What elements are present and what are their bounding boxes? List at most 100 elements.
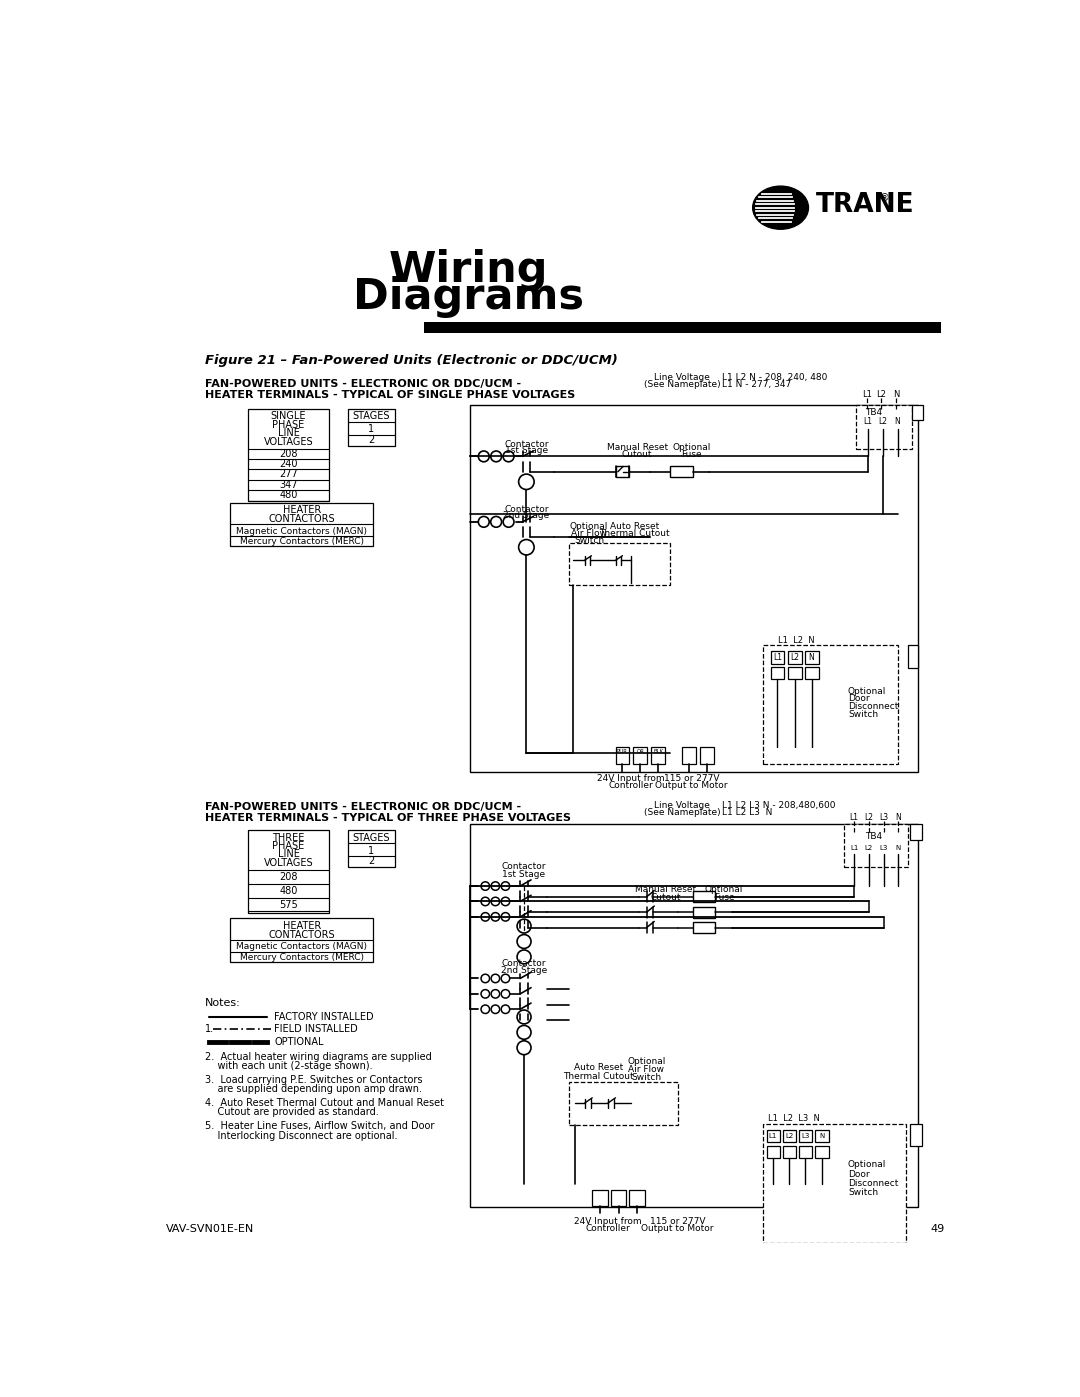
Text: HEATER: HEATER xyxy=(283,506,321,515)
Bar xyxy=(762,645,899,764)
Bar xyxy=(799,1130,812,1143)
Text: 240: 240 xyxy=(280,460,298,469)
Text: FAN-POWERED UNITS - ELECTRONIC OR DDC/UCM -: FAN-POWERED UNITS - ELECTRONIC OR DDC/UC… xyxy=(205,379,521,388)
Bar xyxy=(230,918,373,963)
Text: Figure 21 – Fan-Powered Units (Electronic or DDC/UCM): Figure 21 – Fan-Powered Units (Electroni… xyxy=(205,355,618,367)
Text: Line Voltage: Line Voltage xyxy=(654,373,710,381)
Text: 24V Input from: 24V Input from xyxy=(573,1217,642,1225)
Text: ®: ® xyxy=(880,193,890,203)
Text: Thermal Cutout: Thermal Cutout xyxy=(563,1071,634,1081)
Text: Contactor: Contactor xyxy=(504,506,549,514)
Bar xyxy=(910,1125,921,1146)
Text: N: N xyxy=(809,652,814,662)
Bar xyxy=(855,405,912,450)
Bar xyxy=(569,542,670,585)
Bar xyxy=(683,746,697,764)
Text: L2: L2 xyxy=(785,1133,793,1140)
Text: VOLTAGES: VOLTAGES xyxy=(264,437,313,447)
Text: 347: 347 xyxy=(280,481,298,490)
Text: 1.: 1. xyxy=(205,1024,214,1034)
Bar xyxy=(348,830,394,866)
Text: Output to Motor: Output to Motor xyxy=(642,1224,714,1234)
Text: TB4: TB4 xyxy=(865,833,882,841)
Text: 24V Input from: 24V Input from xyxy=(597,774,665,782)
Text: Switch: Switch xyxy=(575,536,604,545)
Circle shape xyxy=(478,517,489,527)
Bar xyxy=(892,841,905,854)
Bar xyxy=(693,907,715,918)
Text: CONTACTORS: CONTACTORS xyxy=(268,929,335,940)
Text: Disconnect: Disconnect xyxy=(848,703,899,711)
Bar xyxy=(248,830,328,914)
Circle shape xyxy=(490,451,501,462)
Text: Optional: Optional xyxy=(570,522,608,531)
Bar xyxy=(848,841,861,854)
Text: L1 L2 N - 208, 240, 480: L1 L2 N - 208, 240, 480 xyxy=(723,373,828,381)
Circle shape xyxy=(503,451,514,462)
Text: Mercury Contactors (MERC): Mercury Contactors (MERC) xyxy=(240,538,364,546)
Text: 1: 1 xyxy=(368,425,375,434)
Text: N: N xyxy=(895,813,901,821)
Bar xyxy=(230,503,373,546)
Text: Cutout: Cutout xyxy=(650,893,681,902)
Text: VAV-SVN01E-EN: VAV-SVN01E-EN xyxy=(166,1224,254,1234)
Text: LINE: LINE xyxy=(278,849,299,859)
Text: Switch: Switch xyxy=(848,1187,878,1197)
Circle shape xyxy=(501,912,510,921)
Text: 1st Stage: 1st Stage xyxy=(504,446,548,455)
Bar xyxy=(845,824,908,866)
Text: STAGES: STAGES xyxy=(353,833,390,842)
Bar xyxy=(693,922,715,933)
Text: Controller: Controller xyxy=(585,1224,630,1234)
Text: L1: L1 xyxy=(864,418,873,426)
Circle shape xyxy=(481,989,489,997)
Bar xyxy=(815,1130,828,1143)
Text: Switch: Switch xyxy=(848,710,878,719)
Text: Diagrams: Diagrams xyxy=(353,277,584,319)
Text: (See Nameplate): (See Nameplate) xyxy=(644,380,720,390)
Text: Thermal Cutout: Thermal Cutout xyxy=(599,529,671,538)
Bar xyxy=(348,409,394,446)
Text: Disconnect: Disconnect xyxy=(848,1179,899,1187)
Bar xyxy=(693,891,715,902)
Circle shape xyxy=(501,897,510,905)
Bar xyxy=(787,651,801,664)
Text: Mercury Contactors (MERC): Mercury Contactors (MERC) xyxy=(240,953,364,963)
Bar xyxy=(805,666,819,679)
Circle shape xyxy=(491,912,500,921)
Text: Cutout are provided as standard.: Cutout are provided as standard. xyxy=(205,1108,378,1118)
Circle shape xyxy=(481,897,489,905)
Circle shape xyxy=(491,882,500,890)
Bar xyxy=(770,651,784,664)
Text: L2: L2 xyxy=(876,390,887,398)
Text: FAN-POWERED UNITS - ELECTRONIC OR DDC/UCM -: FAN-POWERED UNITS - ELECTRONIC OR DDC/UC… xyxy=(205,802,521,812)
Circle shape xyxy=(491,974,500,982)
Bar xyxy=(611,1190,626,1206)
Bar xyxy=(877,415,889,429)
Circle shape xyxy=(501,1004,510,1013)
Bar xyxy=(799,1146,812,1158)
Bar xyxy=(767,1146,780,1158)
Text: L3: L3 xyxy=(801,1133,810,1140)
Text: 115 or 277V: 115 or 277V xyxy=(650,1217,705,1225)
Ellipse shape xyxy=(753,186,809,229)
Text: L2: L2 xyxy=(865,845,873,851)
Bar xyxy=(616,467,630,478)
Text: LINE: LINE xyxy=(278,429,299,439)
Text: Contactor: Contactor xyxy=(502,862,546,872)
Bar xyxy=(783,1130,796,1143)
Bar xyxy=(670,467,693,478)
Text: 1st Stage: 1st Stage xyxy=(502,870,545,879)
Text: Manual Reset: Manual Reset xyxy=(635,886,697,894)
Bar xyxy=(907,645,918,668)
Text: 208: 208 xyxy=(280,872,298,882)
Bar xyxy=(700,746,714,764)
Text: 115 or 277V: 115 or 277V xyxy=(664,774,719,782)
Text: N: N xyxy=(895,845,901,851)
Text: CONTACTORS: CONTACTORS xyxy=(268,514,335,524)
Text: OR: OR xyxy=(636,749,645,754)
Text: L2: L2 xyxy=(878,418,888,426)
Text: PHASE: PHASE xyxy=(272,420,305,430)
Circle shape xyxy=(491,989,500,997)
Bar xyxy=(633,746,647,764)
